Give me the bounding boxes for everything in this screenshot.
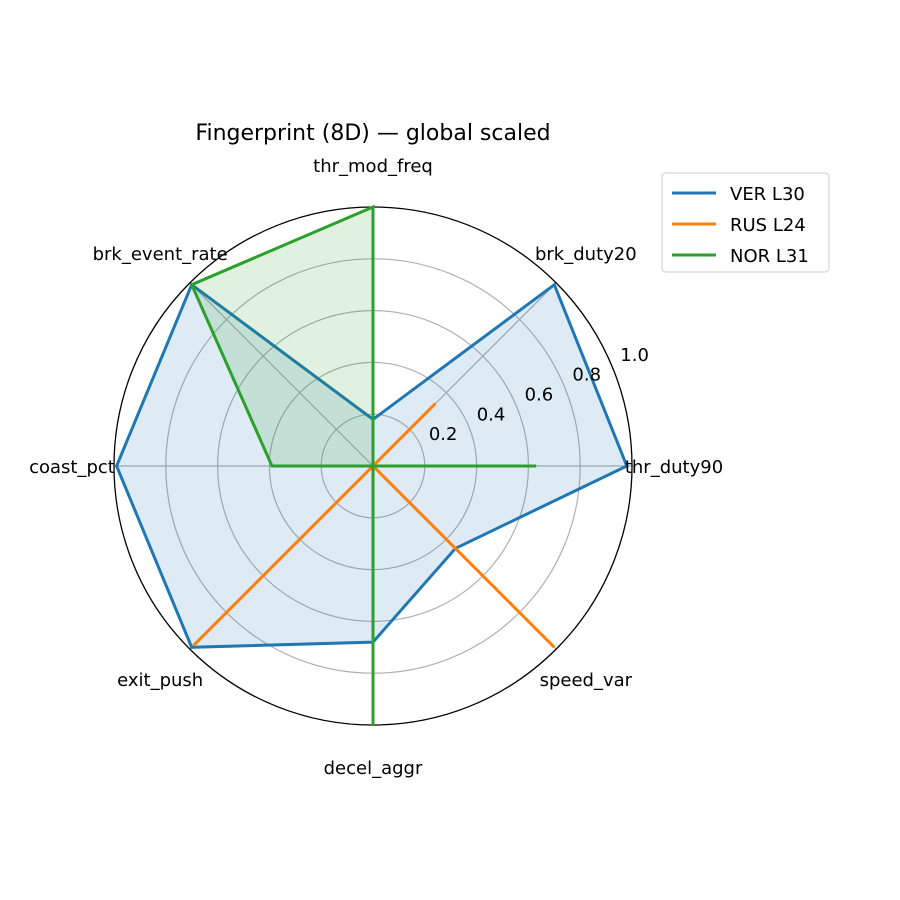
series-line — [192, 402, 556, 649]
legend-label: RUS L24 — [730, 215, 806, 236]
legend: VER L30 RUS L24 NOR L31 — [661, 172, 830, 273]
legend-label: NOR L31 — [730, 246, 809, 267]
axis-labels: 0.2 0.4 0.6 0.8 1.0 thr_duty90 brk_duty20 thr_m… — [29, 156, 723, 779]
chart-title: Fingerprint (8D) — global scaled — [195, 121, 550, 146]
axis-label: thr_mod_freq — [313, 156, 433, 177]
radial-tick-label: 0.6 — [525, 385, 554, 406]
radial-tick-label: 0.8 — [572, 365, 601, 386]
axis-label: speed_var — [540, 670, 633, 691]
legend-label: VER L30 — [730, 184, 805, 205]
grid-spoke — [189, 282, 374, 467]
axis-label: thr_duty90 — [625, 457, 723, 478]
legend-box — [661, 172, 830, 273]
series-line — [189, 204, 537, 725]
radial-tick-label: 1.0 — [620, 345, 649, 366]
axis-label: brk_event_rate — [93, 244, 228, 265]
axis-label: coast_pct — [29, 457, 115, 478]
series-group — [114, 204, 629, 725]
series-line — [114, 282, 629, 649]
axis-label: exit_push — [117, 670, 203, 691]
axis-label: brk_duty20 — [535, 244, 637, 265]
axis-label: decel_aggr — [324, 758, 423, 779]
radial-tick-label: 0.4 — [477, 404, 506, 425]
radial-tick-label: 0.2 — [429, 424, 458, 445]
